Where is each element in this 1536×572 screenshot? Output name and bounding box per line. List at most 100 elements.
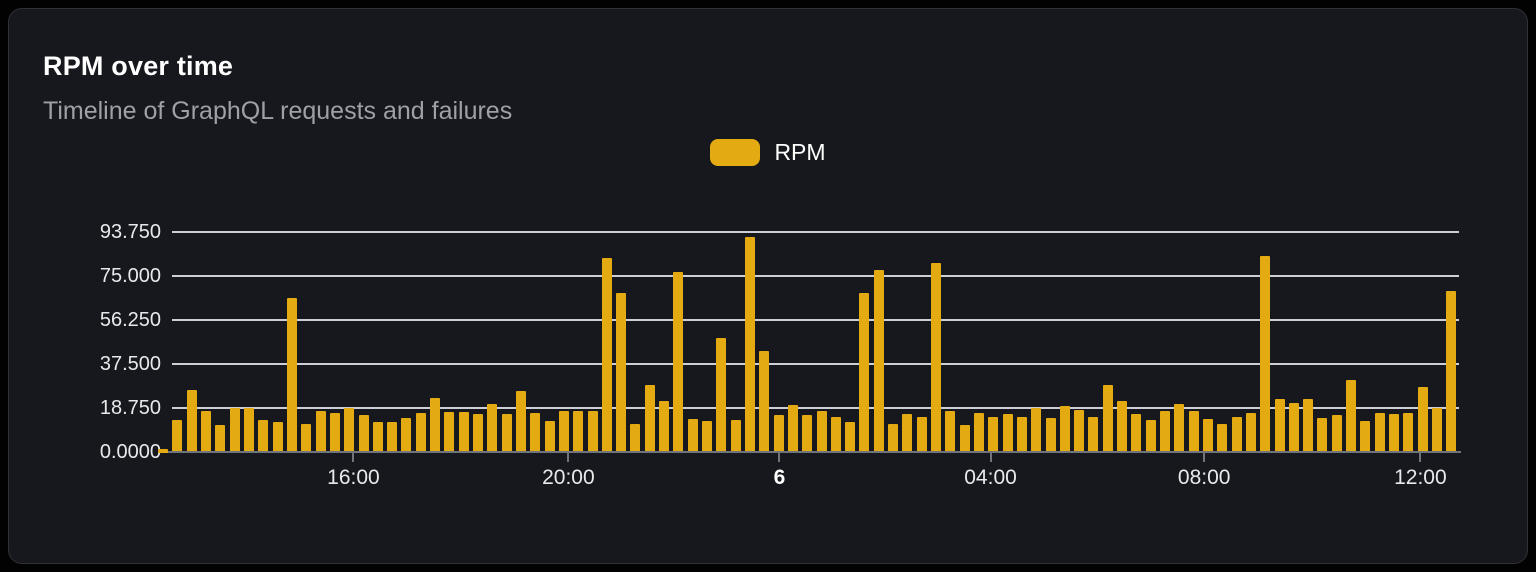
bar[interactable] xyxy=(630,424,641,453)
bar[interactable] xyxy=(1431,408,1442,453)
bar[interactable] xyxy=(716,338,727,453)
bar[interactable] xyxy=(1074,410,1085,453)
bar[interactable] xyxy=(644,385,655,453)
bar[interactable] xyxy=(415,413,426,453)
bar[interactable] xyxy=(344,408,355,453)
bar-slot xyxy=(972,231,986,453)
bar[interactable] xyxy=(430,398,441,453)
bar[interactable] xyxy=(1188,411,1199,453)
bar[interactable] xyxy=(186,390,197,453)
bar[interactable] xyxy=(501,414,512,453)
bar[interactable] xyxy=(387,422,398,453)
bar[interactable] xyxy=(1374,413,1385,453)
bar[interactable] xyxy=(315,411,326,453)
bar[interactable] xyxy=(1102,385,1113,453)
bar[interactable] xyxy=(1016,417,1027,453)
bar-slot xyxy=(1401,231,1415,453)
bar-slot xyxy=(399,231,413,453)
bar[interactable] xyxy=(730,420,741,453)
bar[interactable] xyxy=(1274,399,1285,453)
bar[interactable] xyxy=(773,415,784,453)
bar[interactable] xyxy=(1145,420,1156,453)
bar[interactable] xyxy=(158,449,169,453)
bar[interactable] xyxy=(673,272,684,453)
bar[interactable] xyxy=(1002,414,1013,453)
bar[interactable] xyxy=(1446,291,1457,453)
bar[interactable] xyxy=(1117,401,1128,453)
bar[interactable] xyxy=(973,413,984,453)
bar[interactable] xyxy=(1202,419,1213,453)
x-axis-tick xyxy=(989,453,992,462)
bar[interactable] xyxy=(1031,408,1042,453)
bar[interactable] xyxy=(458,412,469,453)
x-axis-tick xyxy=(778,453,781,462)
bar[interactable] xyxy=(859,293,870,453)
bar[interactable] xyxy=(244,408,255,453)
bar[interactable] xyxy=(659,401,670,453)
bar[interactable] xyxy=(487,404,498,453)
bar[interactable] xyxy=(616,293,627,453)
bar[interactable] xyxy=(830,417,841,453)
bar[interactable] xyxy=(1360,421,1371,453)
bar[interactable] xyxy=(916,417,927,453)
bar[interactable] xyxy=(587,411,598,453)
bar-slot xyxy=(943,231,957,453)
bar[interactable] xyxy=(1303,399,1314,453)
bar[interactable] xyxy=(1245,413,1256,453)
bar[interactable] xyxy=(702,421,713,453)
bar[interactable] xyxy=(1288,403,1299,453)
bar[interactable] xyxy=(931,263,942,453)
bar[interactable] xyxy=(802,415,813,453)
bar[interactable] xyxy=(1331,415,1342,453)
bar[interactable] xyxy=(530,413,541,453)
bar[interactable] xyxy=(515,391,526,453)
bar[interactable] xyxy=(744,237,755,453)
bar[interactable] xyxy=(1088,417,1099,453)
bar[interactable] xyxy=(1260,256,1271,453)
bar[interactable] xyxy=(1403,413,1414,453)
bar[interactable] xyxy=(1417,387,1428,453)
bar[interactable] xyxy=(444,412,455,453)
bar[interactable] xyxy=(1231,417,1242,453)
bar[interactable] xyxy=(687,419,698,453)
bar[interactable] xyxy=(959,425,970,453)
bar[interactable] xyxy=(558,411,569,453)
bar[interactable] xyxy=(329,413,340,453)
bar[interactable] xyxy=(845,422,856,453)
bar[interactable] xyxy=(945,411,956,453)
bar[interactable] xyxy=(229,408,240,453)
legend-item-rpm[interactable]: RPM xyxy=(9,139,1527,166)
bar[interactable] xyxy=(1346,380,1357,453)
bar[interactable] xyxy=(1217,424,1228,453)
bar[interactable] xyxy=(873,270,884,453)
bar[interactable] xyxy=(172,420,183,453)
bar[interactable] xyxy=(1059,406,1070,453)
bar[interactable] xyxy=(1045,418,1056,453)
bar[interactable] xyxy=(286,298,297,453)
bar[interactable] xyxy=(258,420,269,453)
bar[interactable] xyxy=(272,422,283,453)
bar[interactable] xyxy=(902,414,913,453)
bar[interactable] xyxy=(401,418,412,453)
bar[interactable] xyxy=(1389,414,1400,453)
bar[interactable] xyxy=(787,405,798,453)
bar[interactable] xyxy=(988,417,999,453)
bar[interactable] xyxy=(1174,404,1185,453)
bar-slot xyxy=(900,231,914,453)
bar[interactable] xyxy=(1317,418,1328,453)
bar[interactable] xyxy=(358,415,369,453)
bar[interactable] xyxy=(816,411,827,453)
bar[interactable] xyxy=(215,425,226,453)
bar[interactable] xyxy=(544,421,555,453)
bar[interactable] xyxy=(201,411,212,453)
bar[interactable] xyxy=(759,351,770,453)
bar[interactable] xyxy=(301,424,312,453)
bar[interactable] xyxy=(1160,411,1171,453)
bar[interactable] xyxy=(372,422,383,453)
bar[interactable] xyxy=(601,258,612,453)
bar-slot xyxy=(614,231,628,453)
bar[interactable] xyxy=(573,411,584,453)
bar[interactable] xyxy=(888,424,899,453)
bar[interactable] xyxy=(473,414,484,453)
bar[interactable] xyxy=(1131,414,1142,453)
